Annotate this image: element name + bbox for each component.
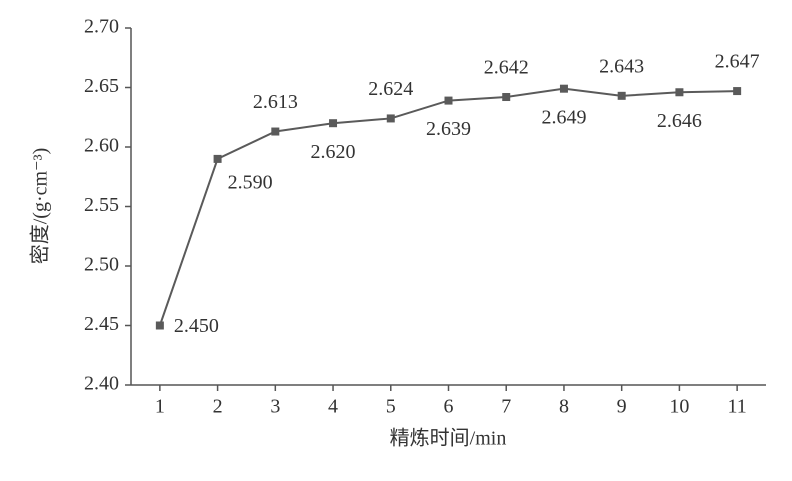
data-label: 2.643 [599,55,644,77]
marker [386,114,395,123]
marker [502,93,511,102]
y-axis-label: 密度/(g·cm⁻³) [29,148,52,265]
marker [329,119,338,128]
marker [271,127,280,136]
marker [617,91,626,100]
x-tick-label: 2 [213,396,223,418]
y-tick-label: 2.55 [84,194,119,216]
y-tick-label: 2.45 [84,313,119,335]
x-tick-label: 3 [270,396,280,418]
x-tick-label: 1 [155,396,165,418]
x-axis-label: 精炼时间/min [390,427,507,450]
data-label: 2.620 [311,141,356,163]
data-label: 2.450 [174,315,219,337]
marker [444,96,453,105]
x-tick-label: 7 [501,396,511,418]
x-tick-label: 4 [328,396,338,418]
data-label: 2.647 [715,51,760,73]
x-tick-label: 6 [444,396,454,418]
marker [155,321,164,330]
x-tick-label: 8 [559,396,569,418]
y-tick-label: 2.40 [84,373,119,395]
data-label: 2.642 [484,57,529,79]
marker [559,84,568,93]
data-label: 2.613 [253,91,298,113]
marker [213,154,222,163]
y-tick-label: 2.65 [84,75,119,97]
y-tick-label: 2.60 [84,135,119,157]
data-label: 2.639 [426,118,471,140]
data-label: 2.649 [541,106,586,128]
x-tick-label: 9 [617,396,627,418]
x-tick-label: 10 [669,396,689,418]
data-label: 2.624 [368,78,413,100]
marker [675,88,684,97]
x-tick-label: 11 [728,396,747,418]
y-tick-label: 2.50 [84,254,119,276]
data-label: 2.590 [228,171,273,193]
y-tick-label: 2.70 [84,16,119,38]
x-tick-label: 5 [386,396,396,418]
data-label: 2.646 [657,110,702,132]
marker [733,87,742,96]
